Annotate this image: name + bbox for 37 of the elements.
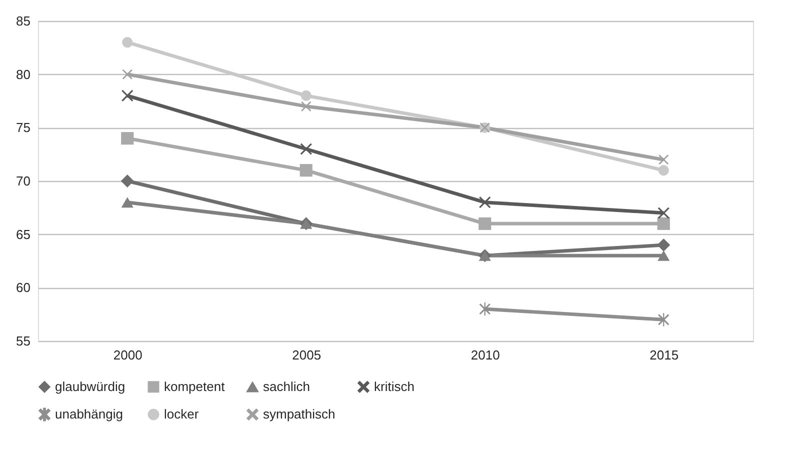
x-tick-label: 2005 (292, 348, 322, 362)
point (301, 101, 312, 112)
point (479, 196, 491, 208)
y-tick-label: 65 (16, 226, 30, 242)
x-tick-label: 2015 (650, 348, 679, 362)
legend-label: unabhängig (55, 406, 123, 422)
point (122, 69, 132, 80)
point (658, 154, 669, 165)
y-tick-label: 75 (16, 120, 30, 136)
point (658, 165, 669, 176)
legend-label: sachlich (263, 379, 310, 394)
legend-label: locker (164, 406, 200, 422)
point (300, 90, 312, 101)
y-tick-label: 80 (16, 66, 30, 82)
y-tick-label: 60 (16, 280, 30, 296)
legend-label: kompetent (164, 378, 226, 394)
legend-label: kritisch (374, 378, 414, 394)
point (657, 238, 670, 252)
point (658, 207, 670, 219)
point (657, 217, 670, 230)
y-tick-label: 70 (16, 174, 30, 188)
y-tick-label: 85 (16, 14, 30, 28)
point (658, 313, 670, 326)
legend-label: sympathisch (263, 406, 336, 422)
point (300, 143, 312, 155)
point (122, 90, 134, 102)
x-tick-label: 2000 (113, 348, 142, 362)
legend-label: glaubwürdig (55, 378, 126, 394)
point (122, 37, 133, 48)
point (300, 164, 312, 177)
point (121, 132, 134, 145)
point (121, 197, 134, 208)
y-tick-label: 55 (16, 334, 30, 348)
point (120, 174, 134, 188)
x-tick-label: 2010 (470, 348, 500, 362)
point (478, 217, 492, 230)
point (658, 250, 670, 261)
